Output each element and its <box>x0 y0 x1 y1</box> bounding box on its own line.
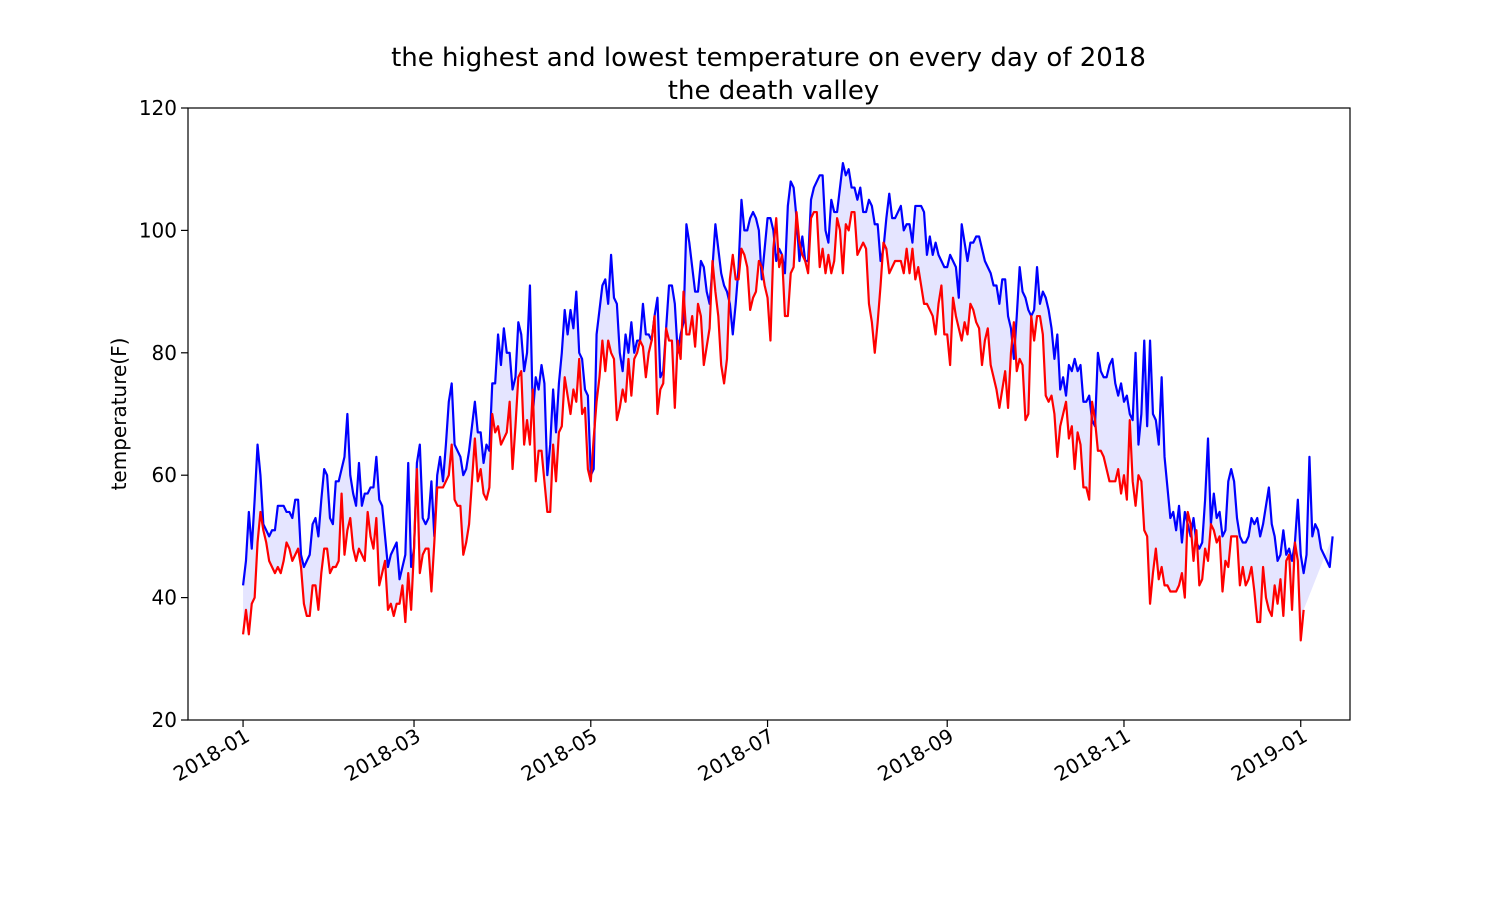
chart-title-line-2: the death valley <box>668 76 879 106</box>
high-low-fill-area <box>243 163 1333 641</box>
y-tick-label: 60 <box>152 463 177 487</box>
plot-area-frame <box>187 107 1351 721</box>
temperature-range-fill <box>243 163 1333 641</box>
y-tick-label: 20 <box>152 708 177 732</box>
x-tick-label: 2019-01 <box>1227 724 1311 787</box>
series-lines <box>241 161 1334 642</box>
x-tick-label: 2018-09 <box>873 724 957 787</box>
y-tick-label: 100 <box>139 218 177 242</box>
x-tick-label: 2018-01 <box>169 724 253 787</box>
x-tick-label: 2018-05 <box>517 724 601 787</box>
y-tick-label: 80 <box>152 341 177 365</box>
x-tick-label: 2018-11 <box>1050 724 1134 787</box>
chart-title-line-1: the highest and lowest temperature on ev… <box>391 43 1146 73</box>
y-axis-label: temperature(F) <box>107 338 131 491</box>
x-tick-label: 2018-03 <box>340 724 424 787</box>
x-tick-label: 2018-07 <box>694 724 778 787</box>
y-tick-label: 120 <box>139 96 177 120</box>
y-axis: 20 40 60 80 100 120 <box>139 96 188 732</box>
x-axis: 2018-01 2018-03 2018-05 2018-07 2018-09 2018-… <box>169 720 1311 786</box>
y-tick-label: 40 <box>152 586 177 610</box>
high-temperature-line <box>241 161 1334 586</box>
low-temperature-line <box>241 210 1305 642</box>
